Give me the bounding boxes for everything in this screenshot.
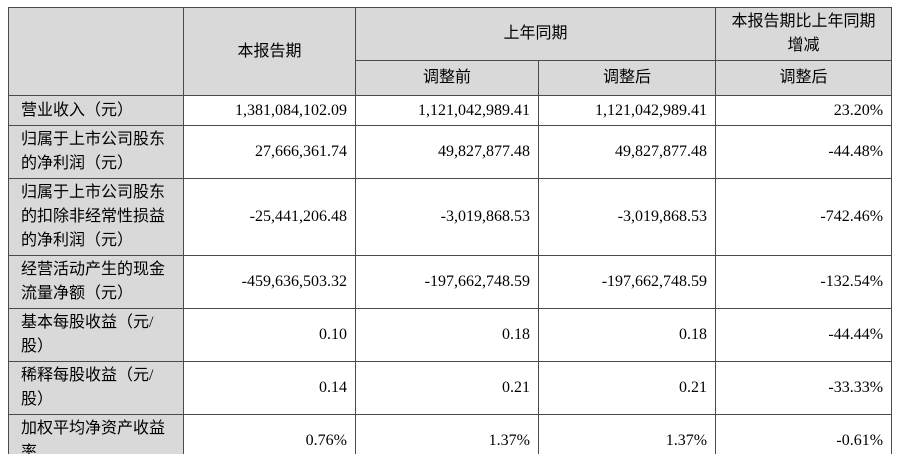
header-change-after-adjustment: 调整后 <box>715 60 893 96</box>
row-label-cell: 归属于上市公司股东的扣除非经常性损益的净利润（元） <box>8 178 184 256</box>
change-after-adjustment-value-cell: -44.48% <box>715 125 893 179</box>
prior-after-adjustment-value-cell: 0.21 <box>537 361 717 415</box>
header-row-2: 调整前 调整后 调整后 <box>9 60 893 96</box>
prior-before-adjustment-value-cell: 49,827,877.48 <box>355 125 539 179</box>
header-blank-cell <box>8 7 184 96</box>
prior-after-adjustment-value-cell: -3,019,868.53 <box>537 178 717 256</box>
row-label-cell: 营业收入（元） <box>8 95 184 126</box>
prior-before-adjustment-value-cell: 0.18 <box>355 308 539 362</box>
current-period-value-cell: 0.14 <box>183 361 356 415</box>
current-period-value-cell: -459,636,503.32 <box>183 255 356 309</box>
row-label-cell: 稀释每股收益（元/股） <box>8 361 184 415</box>
prior-after-adjustment-value-cell: -197,662,748.59 <box>537 255 717 309</box>
table-row: 营业收入（元） 1,381,084,102.09 1,121,042,989.4… <box>8 95 893 126</box>
header-change: 本报告期比上年同期增减 <box>715 7 893 61</box>
current-period-value-cell: 0.10 <box>183 308 356 362</box>
change-after-adjustment-value-cell: 23.20% <box>715 95 893 126</box>
prior-before-adjustment-value-cell: 1,121,042,989.41 <box>355 95 539 126</box>
change-after-adjustment-value-cell: -742.46% <box>715 178 893 256</box>
current-period-value-cell: 27,666,361.74 <box>183 125 356 179</box>
header-after-adjustment: 调整后 <box>537 60 717 96</box>
header-prior-period: 上年同期 <box>354 7 717 61</box>
change-after-adjustment-value-cell: -132.54% <box>715 255 893 309</box>
table-header: 本报告期 上年同期 本报告期比上年同期增减 调整前 调整后 调整后 <box>8 7 893 96</box>
table-row: 经营活动产生的现金流量净额（元） -459,636,503.32 -197,66… <box>8 255 893 309</box>
table-row: 基本每股收益（元/股） 0.10 0.18 0.18 -44.44% <box>8 308 893 362</box>
current-period-value-cell: 0.76% <box>183 414 356 454</box>
prior-after-adjustment-value-cell: 0.18 <box>537 308 717 362</box>
change-after-adjustment-value-cell: -33.33% <box>715 361 893 415</box>
financial-summary-table: 本报告期 上年同期 本报告期比上年同期增减 调整前 调整后 调整后 营业收入（元… <box>8 7 893 454</box>
row-label-cell: 归属于上市公司股东的净利润（元） <box>8 125 184 179</box>
header-current-period: 本报告期 <box>183 7 356 96</box>
prior-before-adjustment-value-cell: -3,019,868.53 <box>355 178 539 256</box>
prior-before-adjustment-value-cell: -197,662,748.59 <box>355 255 539 309</box>
prior-after-adjustment-value-cell: 49,827,877.48 <box>537 125 717 179</box>
table-row: 归属于上市公司股东的扣除非经常性损益的净利润（元） -25,441,206.48… <box>8 178 893 256</box>
table-body: 营业收入（元） 1,381,084,102.09 1,121,042,989.4… <box>8 95 893 454</box>
prior-after-adjustment-value-cell: 1,121,042,989.41 <box>537 95 717 126</box>
header-before-adjustment: 调整前 <box>355 60 539 96</box>
header-row-1: 本报告期 上年同期 本报告期比上年同期增减 <box>8 7 893 96</box>
prior-after-adjustment-value-cell: 1.37% <box>537 414 717 454</box>
change-after-adjustment-value-cell: -0.61% <box>715 414 893 454</box>
current-period-value-cell: 1,381,084,102.09 <box>183 95 356 126</box>
row-label-cell: 基本每股收益（元/股） <box>8 308 184 362</box>
row-label-cell: 加权平均净资产收益率 <box>8 414 184 454</box>
table-row: 加权平均净资产收益率 0.76% 1.37% 1.37% -0.61% <box>8 414 893 454</box>
row-label-cell: 经营活动产生的现金流量净额（元） <box>8 255 184 309</box>
table-row: 稀释每股收益（元/股） 0.14 0.21 0.21 -33.33% <box>8 361 893 415</box>
prior-before-adjustment-value-cell: 1.37% <box>355 414 539 454</box>
table-row: 归属于上市公司股东的净利润（元） 27,666,361.74 49,827,87… <box>8 125 893 179</box>
current-period-value-cell: -25,441,206.48 <box>183 178 356 256</box>
change-after-adjustment-value-cell: -44.44% <box>715 308 893 362</box>
prior-before-adjustment-value-cell: 0.21 <box>355 361 539 415</box>
